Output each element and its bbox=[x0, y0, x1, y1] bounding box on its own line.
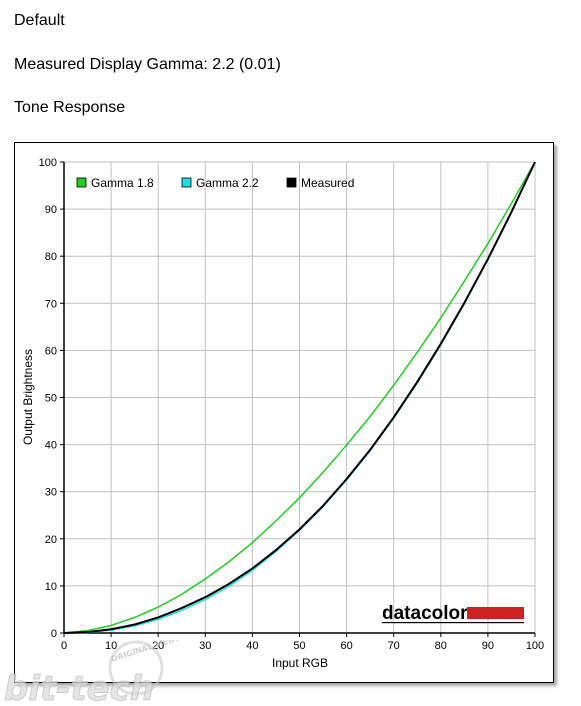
legend-label: Gamma 2.2 bbox=[196, 176, 259, 190]
profile-name: Default bbox=[14, 12, 65, 30]
axes: 0 10 20 30 40 50 60 70 80 90 100010203040506070809… bbox=[39, 157, 545, 652]
legend: Gamma 1.8 Gamma 2.2 Measured bbox=[77, 176, 354, 190]
y-tick-label: 80 bbox=[45, 251, 57, 263]
grid bbox=[64, 162, 535, 633]
x-tick-label: 70 bbox=[388, 640, 400, 652]
legend-swatch bbox=[182, 178, 191, 187]
y-axis-label: Output Brightness bbox=[21, 349, 35, 445]
y-tick-label: 10 bbox=[45, 581, 57, 593]
legend-swatch bbox=[287, 178, 296, 187]
logo-bar bbox=[467, 607, 524, 619]
watermark-text: bit-tech bbox=[4, 669, 154, 706]
tone-response-chart: 0 10 20 30 40 50 60 70 80 90 100 0 10 20 30 40 50 60 70 80 9… bbox=[14, 142, 554, 683]
bit-tech-watermark: ORIGINAL.MEDIA bit-tech bbox=[0, 640, 200, 706]
y-tick-label: 0 bbox=[51, 628, 57, 640]
x-tick-label: 80 bbox=[435, 640, 447, 652]
y-tick-label: 100 bbox=[39, 157, 57, 169]
x-axis-label: Input RGB bbox=[272, 656, 328, 670]
y-tick-label: 50 bbox=[45, 393, 57, 405]
y-tick-label: 40 bbox=[45, 440, 57, 452]
chart-svg: 0 10 20 30 40 50 60 70 80 90 100010203040506070809… bbox=[15, 143, 553, 682]
x-tick-label: 40 bbox=[246, 640, 258, 652]
datacolor-logo: datacolor bbox=[382, 603, 524, 624]
x-tick-label: 100 bbox=[526, 640, 544, 652]
x-tick-label: 60 bbox=[340, 640, 352, 652]
y-tick-label: 60 bbox=[45, 345, 57, 357]
legend-label: Measured bbox=[301, 176, 354, 190]
legend-swatch bbox=[77, 178, 86, 187]
x-tick-label: 50 bbox=[293, 640, 305, 652]
legend-label: Gamma 1.8 bbox=[91, 176, 154, 190]
logo-underline bbox=[382, 622, 524, 623]
x-tick-label: 30 bbox=[199, 640, 211, 652]
x-tick-label: 90 bbox=[482, 640, 494, 652]
y-tick-label: 70 bbox=[45, 298, 57, 310]
y-tick-label: 90 bbox=[45, 204, 57, 216]
watermark-badge-text: ORIGINAL.MEDIA bbox=[110, 640, 186, 664]
logo-text: datacolor bbox=[382, 603, 468, 624]
measured-gamma-label: Measured Display Gamma: 2.2 (0.01) bbox=[14, 56, 281, 74]
section-title: Tone Response bbox=[14, 99, 125, 117]
y-tick-label: 30 bbox=[45, 487, 57, 499]
y-tick-label: 20 bbox=[45, 534, 57, 546]
